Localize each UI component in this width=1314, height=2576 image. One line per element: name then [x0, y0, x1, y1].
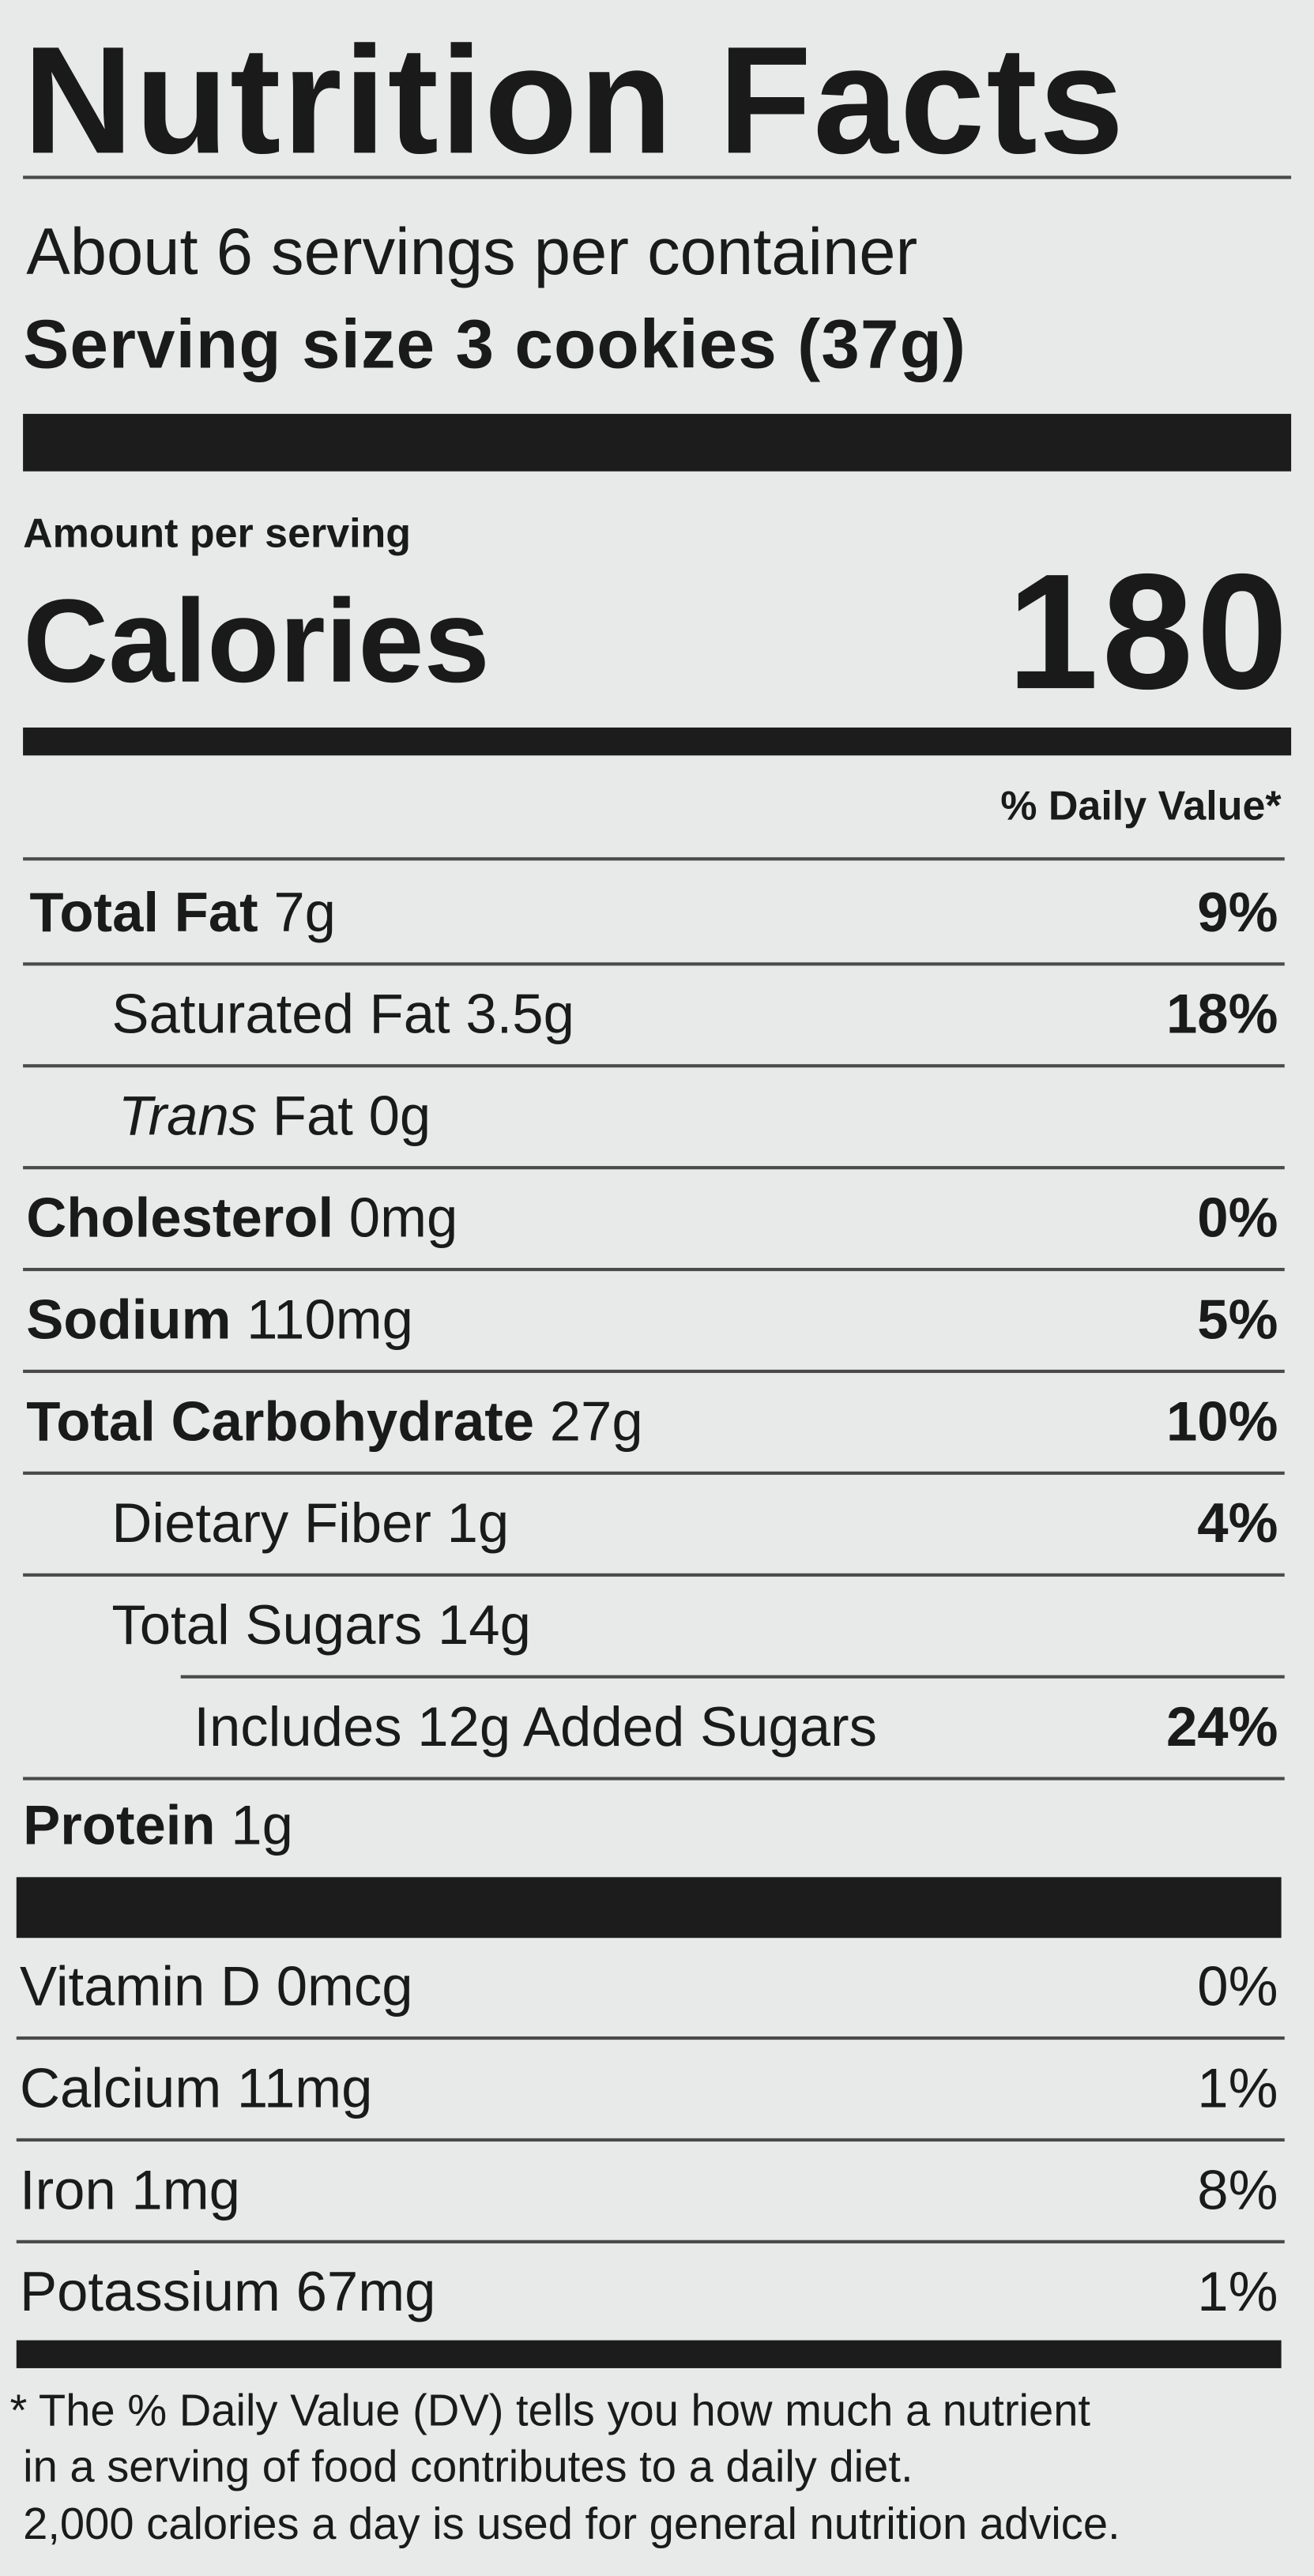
divider	[16, 2239, 1285, 2243]
nutrient-label: Saturated Fat 3.5g	[111, 983, 574, 1047]
calories-value: 180	[1007, 540, 1292, 724]
nutrient-name-italic: Trans	[118, 1085, 258, 1148]
nutrient-row: Protein 1g	[0, 1793, 1278, 1859]
divider	[23, 1369, 1285, 1373]
nutrient-label: Includes 12g Added Sugars	[194, 1696, 877, 1760]
nutrient-row: Saturated Fat 3.5g 18%	[0, 982, 1278, 1047]
nutrient-daily-value: 4%	[1197, 1491, 1278, 1555]
amount-per-serving: Amount per serving	[23, 510, 412, 557]
nutrient-name: Includes 12g Added Sugars	[194, 1695, 877, 1758]
nutrient-label: Protein 1g	[23, 1794, 293, 1858]
nutrient-label: Cholesterol 0mg	[26, 1186, 457, 1250]
nutrient-name: Fat	[272, 1085, 353, 1148]
nutrient-daily-value: 24%	[1165, 1695, 1278, 1758]
nutrient-label: Total Fat 7g	[29, 881, 336, 945]
nutrient-row: Trans Fat 0g	[0, 1084, 1278, 1149]
nutrient-label: Total Carbohydrate 27g	[26, 1390, 642, 1454]
nutrient-row: Total Carbohydrate 27g 10%	[0, 1390, 1278, 1455]
micronutrient-row: Vitamin D 0mcg 0%	[0, 1954, 1278, 2020]
serving-size-label: Serving size	[23, 305, 436, 383]
daily-value-header: % Daily Value*	[1000, 783, 1282, 829]
micronutrient-row: Iron 1mg 8%	[0, 2158, 1278, 2224]
micronutrient-label: Vitamin D 0mcg	[19, 1955, 413, 2018]
divider	[23, 1064, 1285, 1067]
divider	[23, 962, 1285, 965]
nutrient-name: Total Sugars	[111, 1593, 423, 1657]
nutrient-name: Total Fat	[29, 881, 258, 944]
divider	[23, 175, 1292, 179]
micronutrient-daily-value: 8%	[1197, 2158, 1278, 2221]
nutrient-amount: 0mg	[348, 1186, 458, 1250]
nutrient-amount: 27g	[549, 1390, 643, 1453]
nutrient-label: Dietary Fiber 1g	[111, 1492, 509, 1556]
nutrient-daily-value: 9%	[1197, 881, 1278, 944]
nutrient-row: Total Fat 7g 9%	[0, 880, 1278, 946]
nutrient-amount: 0g	[368, 1085, 431, 1148]
calories-label: Calories	[23, 576, 490, 709]
nutrient-row: Dietary Fiber 1g 4%	[0, 1491, 1278, 1557]
divider	[16, 2036, 1285, 2040]
micronutrient-label: Iron 1mg	[19, 2158, 240, 2221]
title: Nutrition Facts	[23, 14, 1126, 186]
footnote-line: * The % Daily Value (DV) tells you how m…	[9, 2386, 1091, 2436]
divider	[23, 1267, 1285, 1271]
nutrient-amount: 1g	[231, 1794, 293, 1857]
footnote-line: 2,000 calories a day is used for general…	[23, 2499, 1120, 2549]
nutrient-amount: 3.5g	[465, 983, 574, 1046]
nutrient-name: Protein	[23, 1794, 216, 1857]
nutrient-name: Dietary Fiber	[111, 1491, 431, 1555]
servings-per-container: About 6 servings per container	[26, 216, 918, 289]
divider	[23, 1166, 1285, 1169]
nutrient-daily-value: 10%	[1165, 1390, 1278, 1453]
micronutrient-daily-value: 1%	[1197, 2056, 1278, 2119]
nutrient-amount: 1g	[446, 1491, 510, 1555]
nutrient-name: Cholesterol	[26, 1186, 334, 1250]
micronutrient-label: Calcium 11mg	[19, 2056, 373, 2119]
nutrient-row: Total Sugars 14g	[0, 1593, 1278, 1659]
divider	[23, 1573, 1285, 1576]
footnote-line: in a serving of food contributes to a da…	[23, 2442, 913, 2491]
serving-size: Serving size 3 cookies (37g)	[23, 306, 966, 385]
nutrient-amount: 14g	[437, 1593, 531, 1657]
nutrient-label: Sodium 110mg	[26, 1288, 413, 1352]
micronutrient-row: Potassium 67mg 1%	[0, 2260, 1278, 2326]
nutrient-name: Saturated Fat	[111, 983, 450, 1046]
nutrient-row: Sodium 110mg 5%	[0, 1288, 1278, 1353]
divider	[23, 857, 1285, 860]
thick-divider	[23, 413, 1292, 472]
thick-divider	[16, 1877, 1282, 1939]
nutrient-amount: 7g	[273, 881, 336, 944]
nutrient-daily-value: 0%	[1197, 1186, 1278, 1250]
micronutrient-daily-value: 1%	[1197, 2260, 1278, 2323]
micronutrient-daily-value: 0%	[1197, 1955, 1278, 2018]
divider	[180, 1675, 1285, 1678]
medium-divider	[16, 2340, 1282, 2368]
nutrient-amount: 110mg	[247, 1288, 413, 1351]
divider	[23, 1777, 1285, 1780]
micronutrient-label: Potassium 67mg	[19, 2260, 436, 2323]
nutrient-row: Includes 12g Added Sugars 24%	[0, 1695, 1278, 1761]
nutrient-name: Sodium	[26, 1288, 232, 1351]
nutrient-name: Total Carbohydrate	[26, 1390, 535, 1453]
nutrient-daily-value: 5%	[1197, 1288, 1278, 1351]
medium-divider	[23, 727, 1292, 756]
micronutrient-row: Calcium 11mg 1%	[0, 2056, 1278, 2122]
divider	[23, 1471, 1285, 1474]
nutrient-label: Trans Fat 0g	[119, 1085, 431, 1149]
nutrient-label: Total Sugars 14g	[111, 1594, 531, 1658]
nutrient-row: Cholesterol 0mg 0%	[0, 1186, 1278, 1251]
nutrient-daily-value: 18%	[1165, 983, 1278, 1046]
serving-size-value: 3 cookies (37g)	[455, 305, 966, 383]
divider	[16, 2138, 1285, 2141]
